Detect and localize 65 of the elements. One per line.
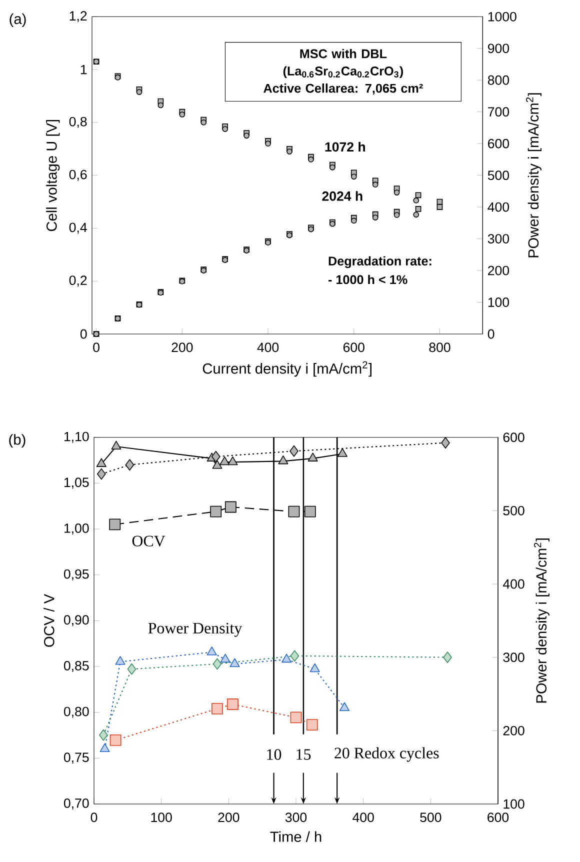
y2-tick-label: 300 [488,234,510,244]
x-tick-label: 0 [93,342,100,352]
y-tick-label: 0,90 [64,615,89,626]
y-tick-label: 0,6 [69,170,87,181]
annotation: 1072 h [325,142,365,152]
y-tick-label: 0,8 [69,116,87,128]
y-tick-label: 1,00 [64,524,89,534]
y-axis-title: OCV / V [44,594,54,647]
y2-tick-label: 200 [488,266,510,276]
y-tick-label: 1 [80,64,87,74]
y-tick-label: 1,10 [64,432,89,443]
annotation: MSC with DBL [300,48,387,58]
y2-axis-title: POwer density i [mA/cm$^{2}$] [526,93,542,258]
y2-tick-label: 600 [503,432,524,442]
x-tick-label: 200 [218,812,240,822]
annotation: 2024 h [322,191,362,201]
x-tick-label: 500 [420,812,442,822]
y2-tick-label: 200 [503,726,524,736]
x-tick-label: 400 [257,342,279,352]
annotation: OCV [132,536,166,547]
y2-tick-label: 400 [503,579,524,589]
y2-tick-label: 100 [504,799,524,809]
y2-tick-label: 0 [488,329,494,339]
y2-tick-label: 900 [488,44,510,54]
y-tick-label: 1,2 [70,11,87,22]
x-tick-label: 300 [285,812,307,822]
y-tick-label: 0,70 [64,798,89,810]
y2-tick-label: 600 [488,138,510,148]
chart-title: (a) [10,13,26,27]
x-tick-label: 600 [488,812,509,822]
x-tick-label: 400 [352,812,374,822]
y2-tick-label: 100 [488,298,510,307]
x-axis-title: Time / h [270,831,322,842]
annotation: 15 [296,749,311,760]
x-tick-label: 600 [343,342,364,352]
y-tick-label: 0,85 [64,661,89,672]
y2-tick-label: 500 [488,170,510,180]
y-tick-label: 0,4 [69,222,87,234]
annotation: 20 Redox cycles [334,747,439,762]
y2-tick-label: 700 [488,107,510,117]
y-tick-label: 0,2 [69,276,87,287]
annotation: Degradation rate: [328,256,432,268]
annotation: 10 [267,749,282,760]
y-axis-title: Cell voltage U [V] [46,120,60,232]
annotation: Power Density [148,622,242,637]
text: (La$_{0.6}$Sr$_{0.2}$Ca$_{0.2}$CrO$_{3}$) [283,66,403,78]
y2-tick-label: 300 [503,652,524,662]
x-tick-label: 200 [172,342,193,352]
y2-tick-label: 500 [503,506,524,516]
y2-tick-label: 400 [488,202,510,212]
y-tick-label: 0,75 [64,752,89,764]
y2-tick-label: 800 [488,75,510,85]
x-axis-title: Current density i [mA/cm$^{2}$] [202,361,372,377]
y2-tick-label: 1000 [488,12,516,22]
x-tick-label: 0 [90,812,98,822]
x-tick-label: 100 [151,812,172,822]
chart-title: (b) [9,434,26,448]
y2-axis-title: POwer density i [mA/cm$^{2}$] [534,538,550,703]
y-tick-label: 1,05 [64,478,89,489]
y-tick-label: 0,95 [64,569,89,580]
annotation: Active Cellarea: 7,065 cm² [264,83,423,95]
annotation: - 1000 h < 1% [328,274,408,284]
y-tick-label: 0,80 [64,706,89,718]
x-tick-label: 800 [429,342,450,352]
y-tick-label: 0 [80,329,87,339]
